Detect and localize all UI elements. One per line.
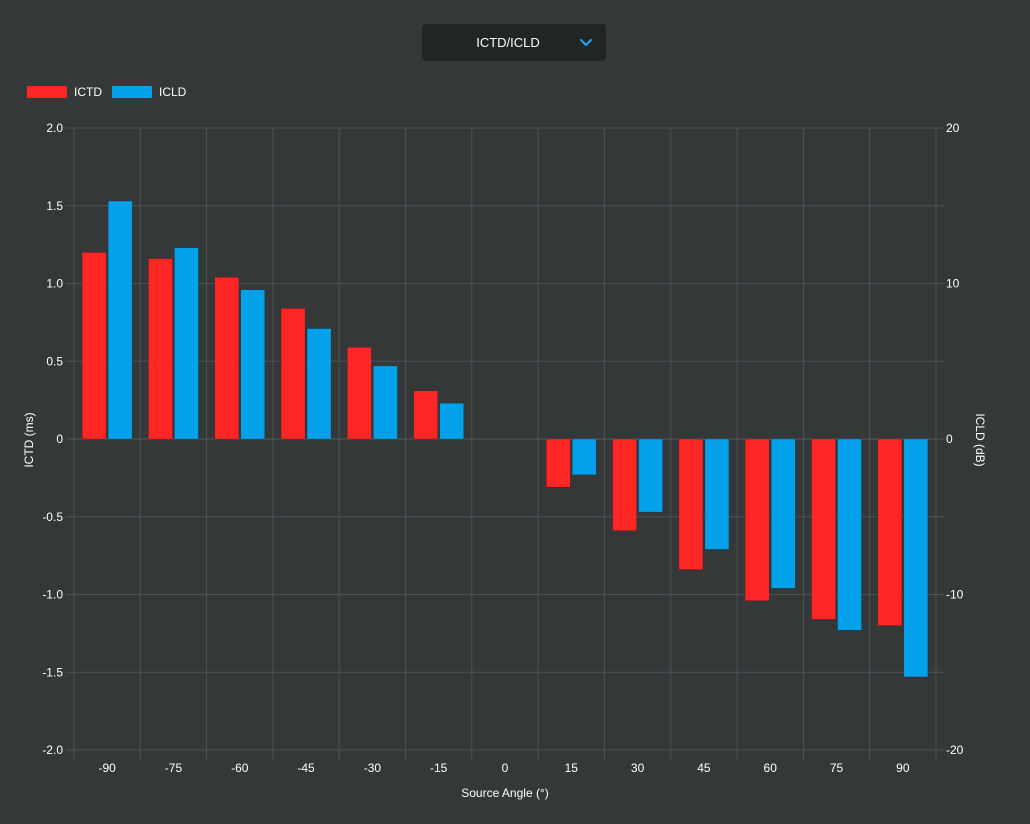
y-right-tick-label: 0 bbox=[946, 432, 953, 446]
icld-bar bbox=[174, 247, 199, 440]
x-tick-label: -60 bbox=[231, 761, 249, 775]
ictd-bar bbox=[280, 308, 306, 440]
x-tick-label: -75 bbox=[165, 761, 183, 775]
ictd-bar bbox=[744, 438, 770, 601]
icld-bar bbox=[107, 200, 133, 440]
icld-bar bbox=[306, 328, 332, 440]
x-tick-label: -30 bbox=[364, 761, 382, 775]
x-tick-label: -15 bbox=[430, 761, 448, 775]
y-left-tick-label: 2.0 bbox=[46, 121, 63, 135]
y-right-tick-label: -20 bbox=[946, 743, 964, 757]
y-right-tick-label: -10 bbox=[946, 588, 964, 602]
x-axis-title: Source Angle (°) bbox=[461, 786, 549, 800]
y-left-tick-label: 1.5 bbox=[46, 199, 63, 213]
icld-bar bbox=[638, 438, 663, 513]
icld-bar bbox=[373, 365, 398, 440]
icld-bar bbox=[704, 438, 730, 550]
icld-bar bbox=[439, 402, 464, 440]
icld-bar bbox=[572, 438, 597, 476]
ictd-bar bbox=[148, 258, 173, 440]
ictd-bar bbox=[612, 438, 637, 531]
chart-type-dropdown[interactable]: ICTD/ICLD bbox=[422, 24, 606, 61]
x-tick-label: 45 bbox=[697, 761, 711, 775]
ictd-bar bbox=[81, 252, 107, 440]
y-left-tick-label: 0.5 bbox=[46, 354, 63, 368]
y-left-tick-label: 0 bbox=[56, 432, 63, 446]
y-left-tick-label: -1.5 bbox=[42, 665, 63, 679]
x-tick-label: 60 bbox=[764, 761, 778, 775]
icld-bar bbox=[837, 438, 862, 631]
y-right-tick-label: 10 bbox=[946, 277, 960, 291]
y-left-tick-label: 1.0 bbox=[46, 277, 63, 291]
legend-swatch-ictd bbox=[27, 86, 67, 98]
y-right-axis-title: ICLD (dB) bbox=[973, 413, 987, 466]
icld-bar bbox=[240, 289, 266, 440]
y-left-tick-label: -1.0 bbox=[42, 588, 63, 602]
y-left-tick-label: -2.0 bbox=[42, 743, 63, 757]
y-left-tick-label: -0.5 bbox=[42, 510, 63, 524]
dropdown-selected-value: ICTD/ICLD bbox=[476, 35, 540, 50]
legend-label-icld: ICLD bbox=[159, 85, 187, 99]
legend-swatch-icld bbox=[112, 86, 152, 98]
ictd-bar bbox=[546, 438, 571, 488]
icld-bar bbox=[770, 438, 796, 589]
x-tick-label: 30 bbox=[631, 761, 645, 775]
icld-bar bbox=[903, 438, 929, 678]
ictd-bar bbox=[214, 277, 240, 440]
chevron-down-icon bbox=[579, 38, 593, 47]
x-tick-label: 75 bbox=[830, 761, 844, 775]
ictd-bar bbox=[413, 390, 438, 440]
y-right-tick-label: 20 bbox=[946, 121, 960, 135]
ictd-bar bbox=[811, 438, 836, 620]
x-tick-label: -90 bbox=[98, 761, 116, 775]
x-tick-label: 0 bbox=[502, 761, 509, 775]
x-tick-label: 90 bbox=[896, 761, 910, 775]
x-tick-label: -45 bbox=[297, 761, 315, 775]
ictd-bar bbox=[678, 438, 704, 570]
ictd-bar bbox=[347, 347, 372, 440]
x-tick-label: 15 bbox=[565, 761, 579, 775]
y-left-axis-title: ICTD (ms) bbox=[22, 412, 36, 467]
ictd-bar bbox=[877, 438, 903, 626]
legend-label-ictd: ICTD bbox=[74, 85, 102, 99]
